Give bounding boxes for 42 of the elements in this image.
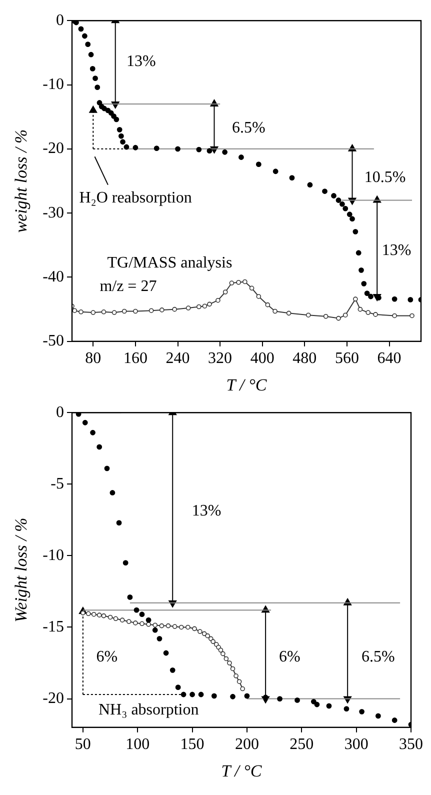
x-tick-label: 640 xyxy=(377,350,402,368)
y-tick-label: -20 xyxy=(42,140,64,158)
annotation: H₂O reabsorption xyxy=(79,190,192,207)
annotation: 6.5% xyxy=(361,648,395,666)
x-tick-label: 560 xyxy=(334,350,359,368)
x-tick-label: 80 xyxy=(85,350,102,368)
x-tick-label: 200 xyxy=(234,736,259,754)
annotation: 13% xyxy=(126,52,156,70)
y-axis-title: weight loss / % xyxy=(12,129,31,233)
annotation: 6% xyxy=(96,648,118,666)
x-tick-label: 160 xyxy=(123,350,148,368)
y-axis-title: Weight loss / % xyxy=(12,518,31,622)
x-tick-label: 350 xyxy=(399,736,423,754)
y-tick-label: 0 xyxy=(56,12,64,29)
x-tick-label: 150 xyxy=(180,736,204,754)
annotation: TG/MASS analysis xyxy=(107,254,232,272)
annotation: 6.5% xyxy=(232,120,266,137)
y-tick-label: -10 xyxy=(42,546,64,564)
annotation: 13% xyxy=(382,242,412,260)
y-tick-label: -10 xyxy=(42,76,64,93)
y-tick-label: -5 xyxy=(50,475,64,492)
x-axis-title: T / °C xyxy=(226,375,268,394)
x-tick-label: 240 xyxy=(166,350,190,368)
x-tick-label: 400 xyxy=(250,350,274,368)
x-tick-label: 320 xyxy=(208,350,232,368)
y-tick-label: -20 xyxy=(42,690,64,707)
annotation: NH₃ absorption xyxy=(98,701,199,718)
y-tick-label: -15 xyxy=(42,618,64,636)
annotation: 6% xyxy=(278,648,300,666)
annotation: 10.5% xyxy=(364,168,406,186)
x-tick-label: 480 xyxy=(292,350,317,368)
annotation: m/z = 27 xyxy=(100,278,157,296)
x-tick-label: 300 xyxy=(344,736,368,754)
x-tick-label: 50 xyxy=(74,736,91,754)
y-tick-label: -50 xyxy=(42,332,64,350)
x-axis-title: T / °C xyxy=(221,761,262,780)
x-tick-label: 100 xyxy=(126,736,150,754)
y-tick-label: 0 xyxy=(56,404,64,421)
y-tick-label: -40 xyxy=(42,268,64,286)
annotation: 13% xyxy=(192,502,222,520)
y-tick-label: -30 xyxy=(42,204,64,222)
x-tick-label: 250 xyxy=(290,736,314,754)
